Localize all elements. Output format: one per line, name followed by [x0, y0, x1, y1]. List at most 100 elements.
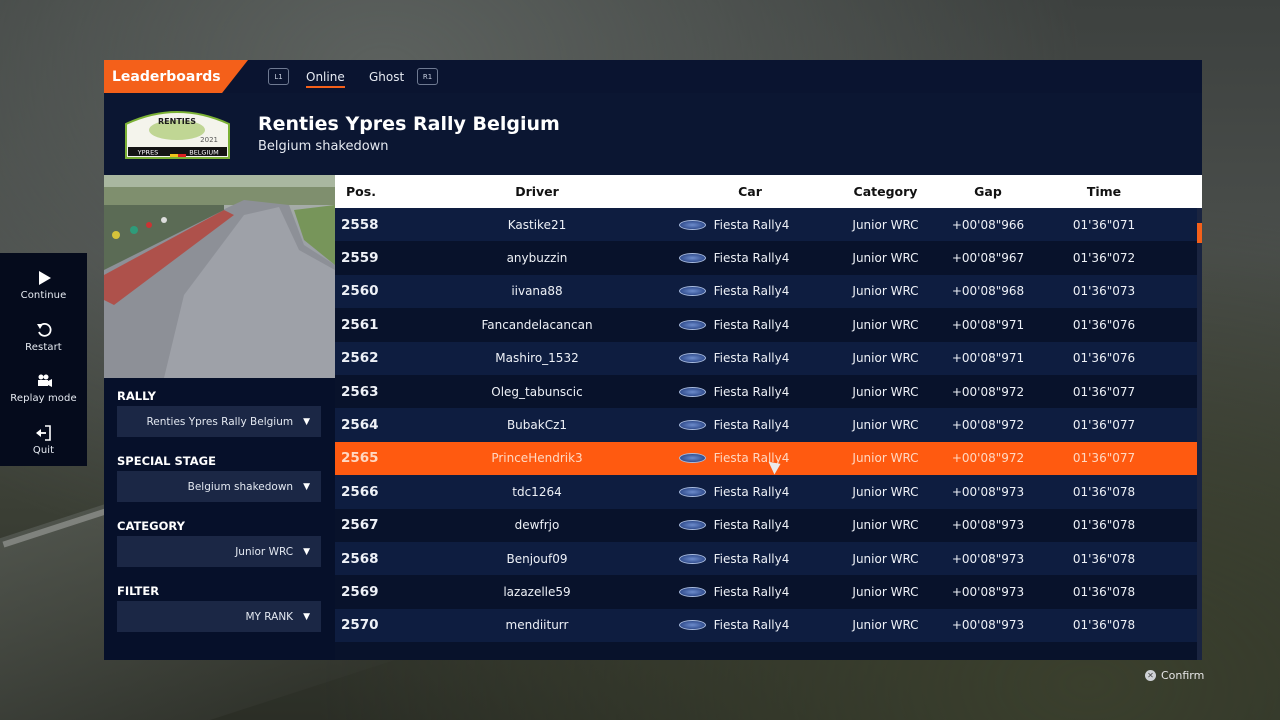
ford-logo-icon — [678, 553, 706, 564]
row-time: 01'36"076 — [1072, 351, 1136, 366]
tab-ghost[interactable]: Ghost — [369, 69, 405, 84]
row-car-name: Fiesta Rally4 — [713, 618, 790, 633]
row-pos: 2563 — [341, 383, 379, 400]
table-row[interactable]: 2561 Fancandelacancan Fiesta Rally4 Junior … — [335, 308, 1197, 342]
row-category: Junior WRC — [852, 418, 919, 433]
special-stage-filter-label: SPECIAL STAGE — [117, 454, 216, 468]
rally-filter-label: RALLY — [117, 389, 156, 403]
row-category: Junior WRC — [852, 551, 919, 566]
row-car: Fiesta Rally4 — [619, 585, 833, 599]
l1-button-hint[interactable]: L1 — [268, 68, 289, 85]
table-row[interactable]: 2562 Mashiro_1532 Fiesta Rally4 Junior WRC +… — [335, 341, 1197, 375]
svg-text:RENTIES: RENTIES — [158, 117, 196, 126]
row-gap: +00'08"972 — [951, 384, 1025, 399]
table-scrollbar[interactable] — [1197, 208, 1202, 660]
col-gap: Gap — [974, 184, 1002, 199]
table-row[interactable]: 2559 anybuzzin Fiesta Rally4 Junior WRC +00'… — [335, 241, 1197, 275]
replay-mode-button[interactable]: Replay mode — [0, 363, 87, 415]
row-driver: Fancandelacancan — [481, 317, 593, 332]
quit-icon — [35, 425, 51, 441]
table-row[interactable]: 2570 mendiiturr Fiesta Rally4 Junior WRC +00… — [335, 608, 1197, 643]
table-row[interactable]: 2560 iivana88 Fiesta Rally4 Junior WRC +00'0… — [335, 274, 1197, 309]
col-driver: Driver — [515, 184, 559, 199]
row-car-name: Fiesta Rally4 — [713, 484, 790, 499]
scrollbar-thumb[interactable] — [1197, 223, 1202, 243]
row-time: 01'36"078 — [1072, 584, 1136, 599]
continue-button[interactable]: Continue — [0, 259, 87, 311]
row-gap: +00'08"966 — [951, 217, 1025, 232]
rally-header: RENTIES 2021 YPRES BELGIUM Renties Ypres… — [104, 93, 1202, 175]
svg-text:BELGIUM: BELGIUM — [189, 149, 219, 157]
replay-mode-label: Replay mode — [10, 393, 77, 405]
restart-label: Restart — [25, 341, 62, 353]
row-car-name: Fiesta Rally4 — [713, 418, 790, 433]
rally-dropdown[interactable]: Renties Ypres Rally Belgium ▼ — [117, 406, 321, 437]
col-car: Car — [738, 184, 762, 199]
row-car: Fiesta Rally4 — [619, 351, 833, 365]
chevron-down-icon: ▼ — [303, 546, 310, 557]
table-row[interactable]: 2566 tdc1264 Fiesta Rally4 Junior WRC +00'08… — [335, 475, 1197, 509]
stage-subtitle: Belgium shakedown — [258, 139, 389, 154]
ford-logo-icon — [678, 620, 706, 631]
table-row[interactable]: 2558 Kastike21 Fiesta Rally4 Junior WRC +00'… — [335, 208, 1197, 242]
table-row[interactable]: 2569 lazazelle59 Fiesta Rally4 Junior WRC +0… — [335, 575, 1197, 609]
row-category: Junior WRC — [852, 317, 919, 332]
row-car-name: Fiesta Rally4 — [713, 317, 790, 332]
row-car: Fiesta Rally4 — [619, 218, 833, 232]
row-time: 01'36"078 — [1072, 518, 1136, 533]
table-row[interactable]: 2564 BubakCz1 Fiesta Rally4 Junior WRC +00'0… — [335, 408, 1197, 442]
row-pos: 2562 — [341, 350, 379, 367]
ford-logo-icon — [678, 286, 706, 297]
row-driver: Mashiro_1532 — [495, 351, 579, 366]
table-row[interactable]: 2563 Oleg_tabunscic Fiesta Rally4 Junior WR… — [335, 374, 1197, 409]
col-category: Category — [853, 184, 918, 199]
row-driver: lazazelle59 — [503, 584, 571, 599]
row-car: Fiesta Rally4 — [619, 485, 833, 499]
camera-icon — [37, 374, 52, 388]
row-car-name: Fiesta Rally4 — [713, 217, 790, 232]
filter-dropdown-value: MY RANK — [245, 610, 294, 623]
row-time: 01'36"072 — [1072, 251, 1136, 266]
table-header: Pos. Driver Car Category Gap Time — [335, 175, 1202, 208]
r1-button-hint[interactable]: R1 — [417, 68, 438, 85]
row-time: 01'36"077 — [1072, 384, 1136, 399]
row-car: Fiesta Rally4 — [619, 552, 833, 566]
table-row[interactable]: 2568 Benjouf09 Fiesta Rally4 Junior WRC +00'… — [335, 541, 1197, 576]
svg-text:YPRES: YPRES — [137, 149, 159, 157]
leaderboard-table: Pos. Driver Car Category Gap Time 2558 Ka… — [335, 175, 1202, 660]
special-stage-dropdown[interactable]: Belgium shakedown ▼ — [117, 471, 321, 502]
row-driver: BubakCz1 — [506, 418, 568, 433]
row-driver: Benjouf09 — [506, 551, 568, 566]
row-pos: 2565 — [341, 450, 379, 467]
row-car: Fiesta Rally4 — [619, 418, 833, 432]
confirm-button[interactable]: ✕ Confirm — [1145, 669, 1204, 682]
ford-logo-icon — [678, 420, 706, 431]
restart-icon — [36, 322, 51, 337]
row-pos: 2559 — [341, 250, 379, 267]
row-time: 01'36"078 — [1072, 484, 1136, 499]
row-driver: iivana88 — [511, 284, 563, 299]
restart-button[interactable]: Restart — [0, 311, 87, 363]
filter-dropdown[interactable]: MY RANK ▼ — [117, 601, 321, 632]
row-pos: 2561 — [341, 316, 379, 333]
row-category: Junior WRC — [852, 618, 919, 633]
ford-logo-icon — [678, 319, 706, 330]
row-gap: +00'08"967 — [951, 251, 1025, 266]
quit-button[interactable]: Quit — [0, 414, 87, 466]
row-pos: 2570 — [341, 617, 379, 634]
row-car-name: Fiesta Rally4 — [713, 284, 790, 299]
tab-online[interactable]: Online — [306, 60, 345, 93]
row-time: 01'36"071 — [1072, 217, 1136, 232]
table-row[interactable]: 2567 dewfrjo Fiesta Rally4 Junior WRC +00'08… — [335, 508, 1197, 542]
row-car-name: Fiesta Rally4 — [713, 251, 790, 266]
row-car: Fiesta Rally4 — [619, 251, 833, 265]
quit-label: Quit — [32, 445, 55, 457]
chevron-down-icon: ▼ — [303, 416, 310, 427]
row-driver: anybuzzin — [506, 251, 568, 266]
category-dropdown[interactable]: Junior WRC ▼ — [117, 536, 321, 567]
row-car: Fiesta Rally4 — [619, 451, 833, 465]
ford-logo-icon — [678, 520, 706, 531]
row-gap: +00'08"971 — [951, 317, 1025, 332]
table-row-my-rank[interactable]: 2565 PrinceHendrik3 Fiesta Rally4 Junior WR… — [335, 441, 1197, 476]
row-car-name: Fiesta Rally4 — [713, 551, 790, 566]
